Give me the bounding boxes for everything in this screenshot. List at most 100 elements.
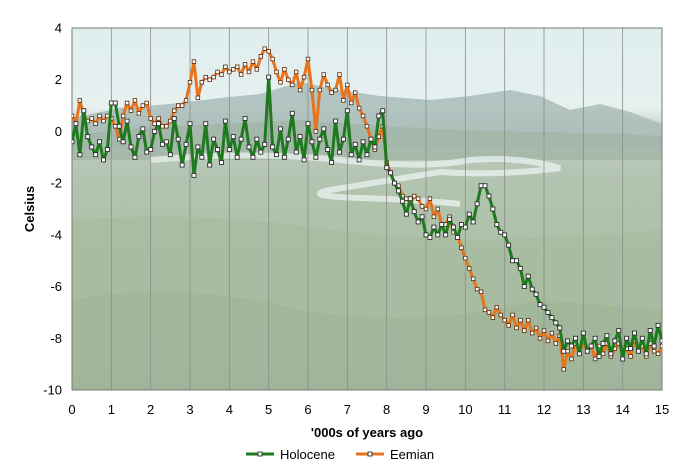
data-point-eemian	[431, 214, 437, 219]
data-point-eemian	[478, 289, 484, 294]
data-point-eemian	[258, 54, 263, 59]
data-point-holocene	[124, 118, 130, 124]
data-point-eemian	[553, 341, 558, 346]
data-point-eemian	[124, 100, 130, 106]
data-point-holocene	[364, 152, 370, 158]
data-point-holocene	[470, 219, 476, 225]
data-point-holocene	[136, 134, 142, 140]
data-point-holocene	[580, 330, 586, 336]
data-point-eemian	[305, 56, 311, 62]
data-point-holocene	[427, 234, 433, 240]
data-point-holocene	[415, 219, 421, 225]
data-point-holocene	[333, 118, 338, 124]
data-point-holocene	[77, 152, 83, 158]
data-point-holocene	[101, 157, 106, 163]
data-point-holocene	[529, 286, 535, 292]
data-point-holocene	[466, 211, 472, 217]
data-point-holocene	[89, 144, 95, 150]
legend-marker-eemian	[367, 451, 373, 457]
y-tick-label: -8	[50, 331, 62, 346]
data-point-eemian	[179, 103, 185, 108]
data-point-holocene	[419, 214, 425, 220]
data-point-eemian	[494, 305, 499, 310]
data-point-eemian	[510, 312, 515, 318]
data-point-holocene	[258, 149, 264, 155]
y-tick-labels: 4 2 0 -2 -4 -6 -8 -10	[43, 21, 62, 398]
data-point-holocene	[486, 193, 492, 199]
y-tick-label: -6	[50, 279, 62, 294]
data-point-holocene	[230, 134, 236, 140]
data-point-eemian	[530, 330, 535, 336]
data-point-holocene	[183, 141, 189, 147]
data-point-holocene	[309, 139, 315, 145]
data-point-eemian	[211, 74, 216, 80]
data-point-holocene	[140, 126, 146, 132]
data-point-holocene	[435, 232, 441, 238]
y-tick-label: 4	[55, 21, 62, 36]
data-point-holocene	[104, 147, 110, 152]
data-point-holocene	[199, 154, 205, 160]
data-point-holocene	[651, 343, 657, 349]
data-point-eemian	[549, 330, 555, 336]
data-point-eemian	[274, 69, 279, 75]
data-point-holocene	[407, 196, 413, 202]
data-point-eemian	[518, 317, 523, 323]
data-point-holocene	[270, 144, 276, 150]
data-point-eemian	[655, 351, 661, 356]
data-point-holocene	[148, 147, 154, 152]
data-point-holocene	[632, 330, 637, 336]
data-point-holocene	[557, 325, 563, 331]
data-point-holocene	[502, 232, 508, 238]
data-point-holocene	[73, 121, 79, 127]
data-point-holocene	[234, 154, 240, 160]
data-point-holocene	[238, 136, 244, 142]
data-point-holocene	[439, 222, 445, 227]
data-point-eemian	[463, 255, 468, 261]
data-point-holocene	[191, 172, 197, 178]
data-point-holocene	[368, 136, 374, 142]
data-point-holocene	[553, 320, 559, 326]
data-point-holocene	[179, 162, 185, 168]
data-point-eemian	[329, 90, 334, 95]
data-point-holocene	[443, 232, 449, 238]
x-tick-label: 12	[537, 402, 551, 417]
data-point-holocene	[474, 201, 480, 207]
y-tick-label: 0	[55, 124, 62, 139]
data-point-eemian	[317, 87, 322, 93]
data-point-holocene	[340, 136, 346, 142]
data-point-holocene	[281, 154, 287, 160]
data-point-holocene	[211, 136, 217, 142]
data-point-holocene	[254, 136, 260, 142]
data-point-eemian	[474, 286, 480, 292]
legend-item-eemian: Eemian	[356, 447, 434, 462]
data-point-eemian	[341, 98, 346, 103]
data-point-holocene	[219, 160, 224, 165]
data-point-eemian	[506, 323, 511, 328]
series-group	[72, 46, 662, 372]
x-axis-title: '000s of years ago	[311, 425, 423, 440]
data-point-holocene	[517, 266, 523, 271]
data-point-holocene	[458, 222, 464, 227]
x-tick-label: 13	[576, 402, 590, 417]
data-point-eemian	[297, 87, 303, 93]
data-point-eemian	[423, 206, 429, 212]
background-photo	[72, 28, 662, 390]
data-point-eemian	[301, 74, 307, 80]
data-point-holocene	[81, 108, 87, 114]
x-tick-label: 5	[265, 402, 272, 417]
data-point-eemian	[113, 124, 118, 129]
data-point-holocene	[152, 128, 158, 134]
data-point-eemian	[569, 356, 574, 362]
data-point-eemian	[89, 116, 94, 121]
data-point-holocene	[647, 328, 653, 333]
data-point-eemian	[651, 349, 657, 354]
data-point-holocene	[506, 242, 512, 248]
data-point-holocene	[337, 149, 342, 155]
data-point-holocene	[600, 341, 606, 346]
data-point-holocene	[411, 209, 417, 215]
data-point-eemian	[203, 74, 208, 80]
data-point-eemian	[128, 108, 134, 113]
data-point-holocene	[514, 258, 519, 264]
data-point-eemian	[238, 72, 244, 77]
